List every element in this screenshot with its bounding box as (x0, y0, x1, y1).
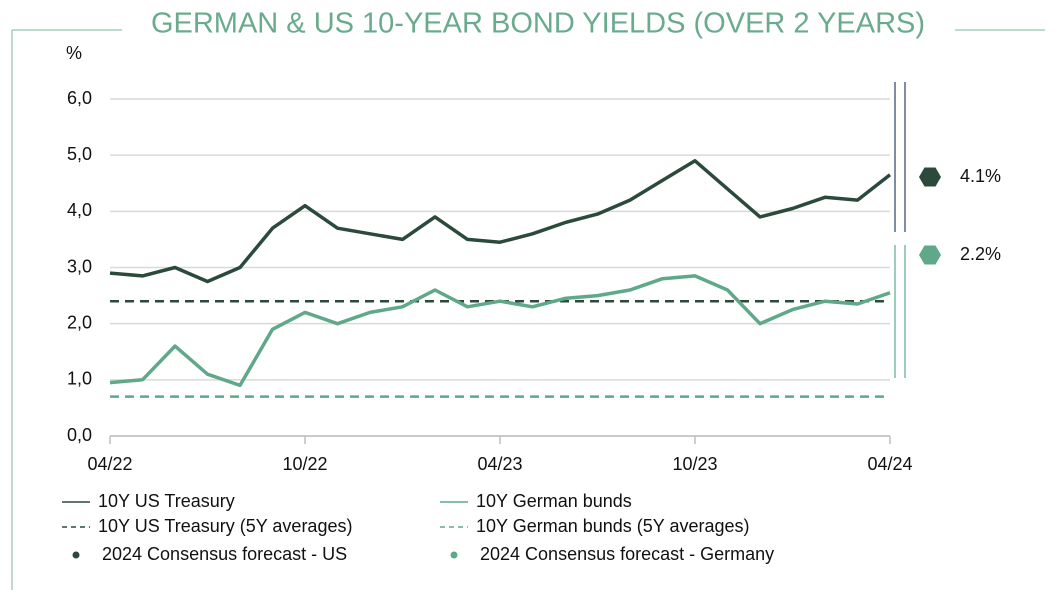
x-tick-label: 10/23 (672, 454, 717, 474)
y-axis-label: % (66, 43, 82, 63)
x-tick-label: 04/24 (867, 454, 912, 474)
legend-swatch (72, 551, 80, 559)
legend-label: 2024 Consensus forecast - US (102, 544, 347, 564)
forecast-marker (919, 167, 941, 187)
forecast-label: 4.1% (960, 166, 1001, 186)
y-tick-label: 4,0 (67, 200, 92, 220)
y-tick-label: 1,0 (67, 369, 92, 389)
legend-label: 10Y German bunds (476, 491, 632, 511)
forecast-marker (919, 245, 941, 265)
x-tick-label: 10/22 (282, 454, 327, 474)
series-line (109, 159, 892, 284)
series-line (109, 274, 891, 388)
y-tick-label: 0,0 (67, 425, 92, 445)
chart-title: GERMAN & US 10-YEAR BOND YIELDS (OVER 2 … (151, 8, 925, 40)
y-tick-label: 3,0 (67, 256, 92, 276)
legend-swatch (450, 551, 458, 559)
y-tick-label: 2,0 (67, 312, 92, 332)
y-tick-label: 5,0 (67, 144, 92, 164)
legend-label: 10Y German bunds (5Y averages) (476, 516, 750, 536)
forecast-label: 2.2% (960, 244, 1001, 264)
x-tick-label: 04/23 (477, 454, 522, 474)
y-tick-label: 6,0 (67, 88, 92, 108)
legend-label: 10Y US Treasury (98, 491, 235, 511)
x-tick-label: 04/22 (87, 454, 132, 474)
legend-label: 10Y US Treasury (5Y averages) (98, 516, 352, 536)
legend-label: 2024 Consensus forecast - Germany (480, 544, 774, 564)
